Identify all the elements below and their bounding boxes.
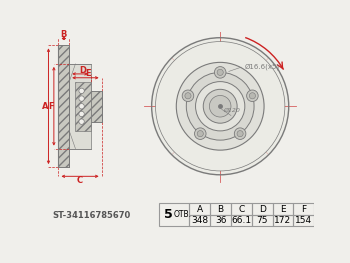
Text: 5: 5 <box>164 208 173 221</box>
Text: 36: 36 <box>215 216 226 225</box>
Circle shape <box>185 93 191 99</box>
Text: A: A <box>42 102 49 111</box>
Bar <box>293 203 314 215</box>
Bar <box>273 203 293 215</box>
Circle shape <box>197 130 203 137</box>
Text: C: C <box>238 205 245 214</box>
Circle shape <box>79 119 84 124</box>
Circle shape <box>196 82 245 131</box>
Text: 75: 75 <box>257 216 268 225</box>
Text: D: D <box>259 205 266 214</box>
Bar <box>273 215 293 226</box>
Bar <box>231 215 252 226</box>
Text: C: C <box>77 176 83 185</box>
Bar <box>252 215 273 226</box>
Circle shape <box>249 93 256 99</box>
Text: E: E <box>280 205 286 214</box>
Circle shape <box>215 67 226 78</box>
Text: E: E <box>86 69 91 78</box>
Circle shape <box>79 111 84 117</box>
Circle shape <box>79 104 84 109</box>
Circle shape <box>237 130 243 137</box>
Circle shape <box>79 88 84 94</box>
Text: 154: 154 <box>295 216 312 225</box>
Bar <box>189 215 210 226</box>
Text: F: F <box>301 205 306 214</box>
Bar <box>293 215 314 226</box>
Text: Ø16.6(x5): Ø16.6(x5) <box>245 63 280 69</box>
Text: A: A <box>197 205 203 214</box>
Circle shape <box>209 95 231 117</box>
Bar <box>58 45 69 167</box>
Circle shape <box>151 37 289 175</box>
Circle shape <box>203 89 237 123</box>
Circle shape <box>155 42 285 171</box>
Text: B: B <box>217 205 224 214</box>
Circle shape <box>186 72 254 140</box>
Text: B: B <box>61 30 67 39</box>
Bar <box>210 215 231 226</box>
Text: 348: 348 <box>191 216 208 225</box>
Circle shape <box>176 62 264 150</box>
Bar <box>69 64 91 149</box>
Text: Ø120: Ø120 <box>223 108 240 113</box>
Text: 172: 172 <box>274 216 292 225</box>
Bar <box>252 203 273 215</box>
Bar <box>159 203 189 226</box>
Text: ОТВ.: ОТВ. <box>173 210 191 219</box>
Text: АВТОТРЕК: АВТОТРЕК <box>174 117 248 130</box>
Text: ST-34116785670: ST-34116785670 <box>52 211 131 220</box>
Circle shape <box>79 96 84 101</box>
Bar <box>91 91 101 122</box>
Bar <box>76 82 91 131</box>
Text: D: D <box>80 65 87 74</box>
Circle shape <box>195 128 206 139</box>
Circle shape <box>217 69 223 75</box>
Circle shape <box>247 90 258 102</box>
Circle shape <box>182 90 194 102</box>
Bar <box>189 203 210 215</box>
Text: F: F <box>48 102 54 111</box>
Text: 66.1: 66.1 <box>231 216 251 225</box>
Bar <box>210 203 231 215</box>
Circle shape <box>234 128 246 139</box>
Bar <box>231 203 252 215</box>
